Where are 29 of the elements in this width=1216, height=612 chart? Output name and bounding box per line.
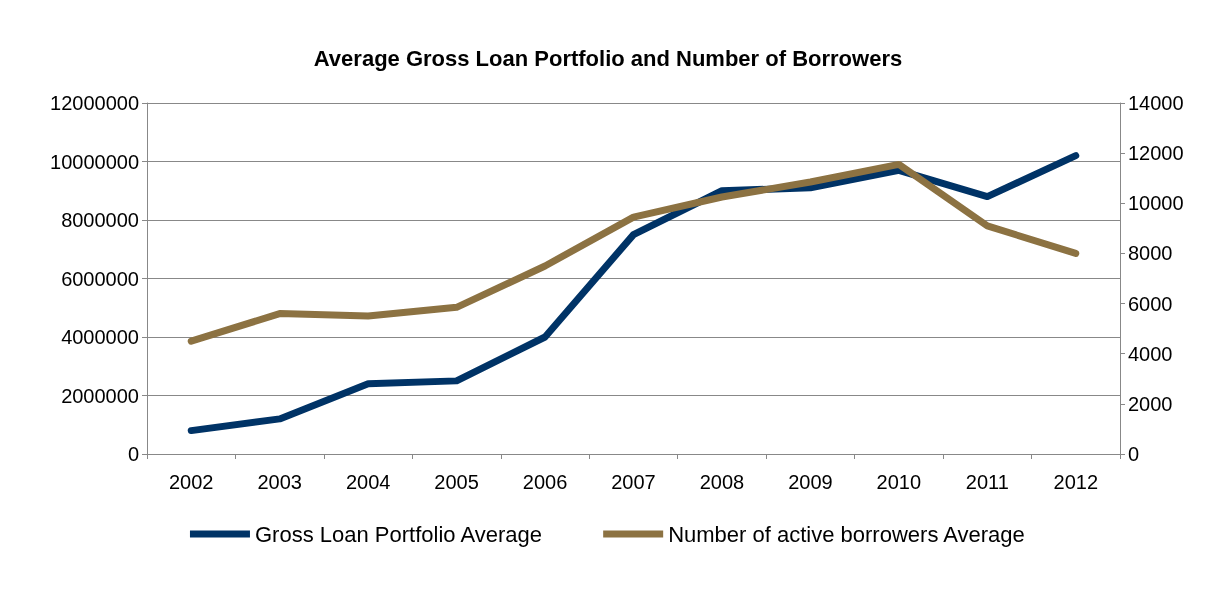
x-tick-label: 2005 [434, 471, 479, 493]
legend-label: Gross Loan Portfolio Average [254, 521, 542, 547]
x-tick-label: 2011 [965, 471, 1009, 493]
x-tick-label: 2009 [788, 471, 833, 493]
y-tick-label: 12000000 [50, 92, 139, 114]
y2-tick-label: 10000 [1128, 192, 1184, 215]
x-tick-label: 2012 [1053, 471, 1099, 493]
y2-tick-label: 6000 [1128, 292, 1173, 315]
legend-label: Number of active borrowers Average [668, 521, 1025, 547]
chart-title: Average Gross Loan Portfolio and Number of Borrowers [313, 45, 903, 71]
x-tick-label: 2003 [257, 471, 302, 493]
y-tick-label: 10000000 [50, 150, 139, 173]
y-tick-label: 4000000 [61, 326, 139, 348]
x-tick-label: 2006 [522, 471, 568, 493]
y-tick-label: 6000000 [61, 267, 139, 290]
y-tick-label: 2000000 [61, 384, 139, 407]
y2-tick-label: 12000 [1128, 142, 1184, 165]
y-tick-label: 8000000 [61, 209, 139, 231]
x-tick-label: 2002 [168, 471, 214, 493]
y2-tick-label: 14000 [1128, 92, 1184, 114]
y2-tick-label: 0 [1128, 443, 1140, 465]
y-tick-label: 0 [127, 443, 139, 465]
x-tick-label: 2008 [699, 471, 745, 493]
x-tick-label: 2004 [345, 471, 391, 493]
x-tick-label: 2007 [611, 471, 656, 493]
x-tick-label: 2010 [876, 471, 922, 493]
y2-tick-label: 4000 [1128, 342, 1173, 365]
y2-tick-label: 8000 [1128, 242, 1173, 265]
y2-tick-label: 2000 [1128, 392, 1173, 415]
